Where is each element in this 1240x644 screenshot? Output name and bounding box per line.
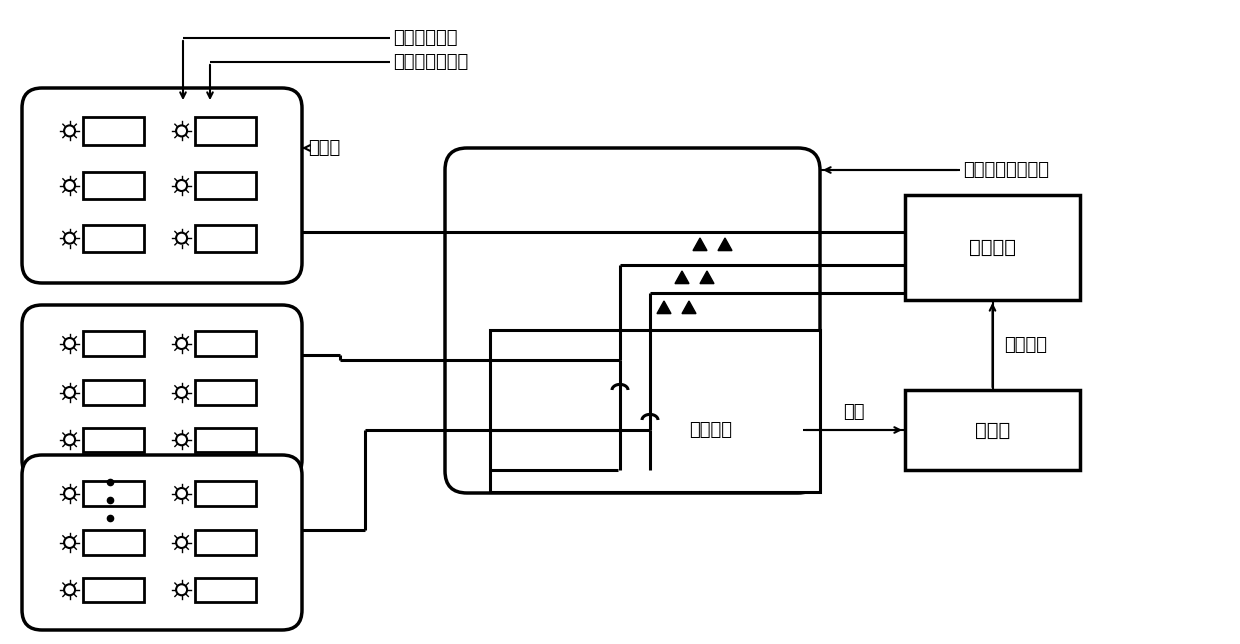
Text: 接线盒: 接线盒	[308, 139, 340, 157]
Bar	[83, 331, 144, 355]
Bar	[195, 225, 257, 252]
Bar	[905, 195, 1080, 300]
Polygon shape	[682, 301, 696, 314]
Bar	[195, 428, 257, 452]
Text: 测量仪器: 测量仪器	[968, 238, 1016, 257]
Bar	[618, 390, 804, 470]
Bar	[83, 530, 144, 554]
Polygon shape	[657, 301, 671, 314]
Text: 信号灯开关控制盒: 信号灯开关控制盒	[963, 161, 1049, 179]
Bar	[490, 330, 820, 492]
Bar	[195, 380, 257, 404]
FancyBboxPatch shape	[445, 148, 820, 493]
Bar	[83, 117, 144, 144]
Bar	[83, 172, 144, 199]
Bar	[905, 390, 1080, 470]
Bar	[195, 578, 257, 602]
Text: 开关阵列: 开关阵列	[689, 421, 732, 439]
Bar	[195, 172, 257, 199]
Bar	[83, 481, 144, 506]
Polygon shape	[675, 271, 689, 283]
Bar	[83, 428, 144, 452]
Text: 传感器标准接口: 传感器标准接口	[393, 53, 469, 71]
Polygon shape	[701, 271, 714, 283]
FancyBboxPatch shape	[22, 88, 303, 283]
FancyBboxPatch shape	[22, 305, 303, 480]
Text: 通讯: 通讯	[843, 403, 864, 421]
Polygon shape	[718, 238, 732, 251]
Bar	[195, 117, 257, 144]
Text: 通讯通讯: 通讯通讯	[1004, 336, 1048, 354]
FancyBboxPatch shape	[22, 455, 303, 630]
Text: 计算机: 计算机	[975, 421, 1011, 439]
Bar	[83, 578, 144, 602]
Bar	[195, 481, 257, 506]
Polygon shape	[693, 238, 707, 251]
Bar	[195, 331, 257, 355]
Bar	[83, 380, 144, 404]
Bar	[83, 225, 144, 252]
Bar	[195, 530, 257, 554]
Text: 传感器信号灯: 传感器信号灯	[393, 29, 458, 47]
